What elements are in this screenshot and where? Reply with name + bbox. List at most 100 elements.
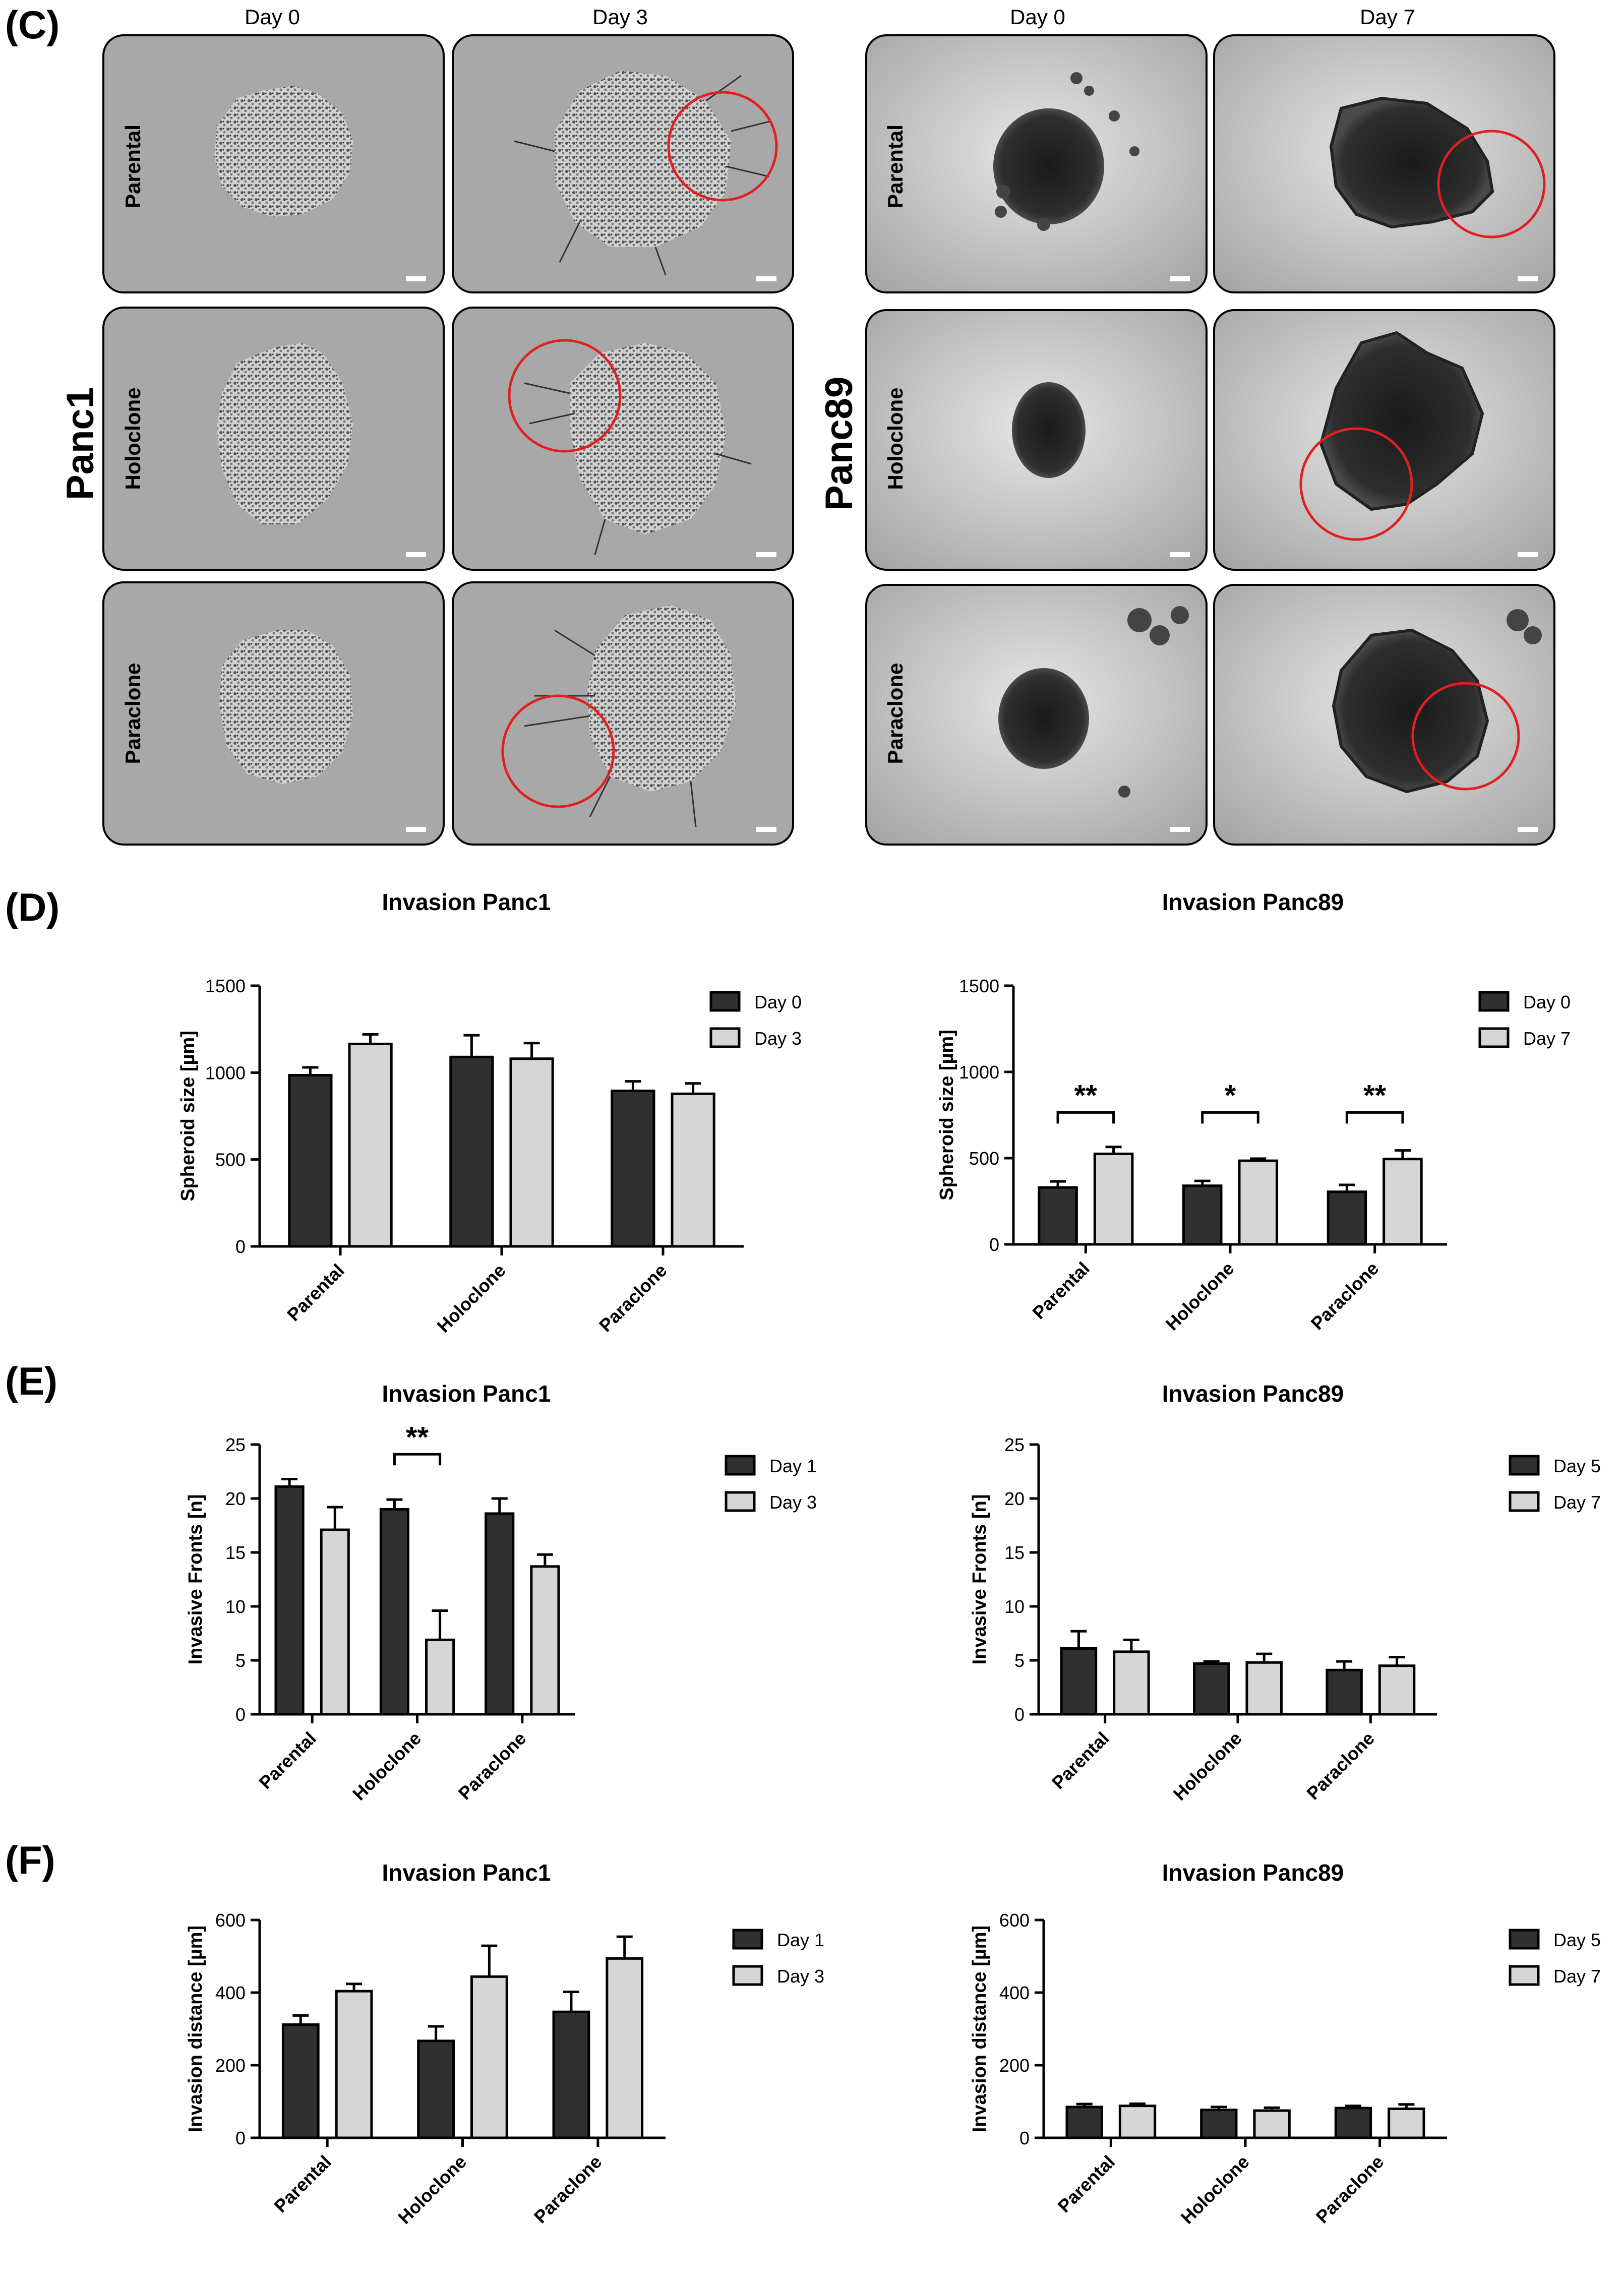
y-axis-label: Invasion distance [µm] xyxy=(969,1926,990,2132)
scale-bar xyxy=(1518,276,1538,281)
image-panc1-parental-day3 xyxy=(452,34,794,293)
y-tick-label: 0 xyxy=(235,1704,246,1725)
y-tick-label: 25 xyxy=(1004,1434,1025,1455)
image-panc89-paraclone-day0 xyxy=(865,584,1208,846)
legend-swatch xyxy=(1478,991,1510,1012)
cell-line-label-panc89: Panc89 xyxy=(818,377,861,511)
bar-day-0-parental xyxy=(1038,1186,1078,1246)
scale-bar xyxy=(756,827,776,832)
bar-day-1-paraclone xyxy=(552,2010,590,2139)
bar-day-5-parental xyxy=(1065,2106,1103,2139)
y-tick-label: 600 xyxy=(999,1910,1030,1931)
row-label-panc1-holoclone: Holoclone xyxy=(121,387,145,490)
panel-label-e: (E) xyxy=(5,1359,57,1403)
chart-title: Invasion Panc89 xyxy=(1162,1381,1344,1407)
y-tick-label: 0 xyxy=(1014,1704,1025,1725)
bar-day-0-holoclone xyxy=(1182,1184,1223,1246)
chart-d-panc1: Invasion Panc1 0 500 1000 1500 Spheroid size … xyxy=(177,889,802,1337)
scale-bar xyxy=(756,276,776,281)
x-tick-label: Paraclone xyxy=(1302,1728,1378,1804)
spheroid xyxy=(1319,331,1484,511)
panel-label-f: (F) xyxy=(5,1838,55,1882)
x-tick-label: Paraclone xyxy=(454,1728,530,1804)
bar-day-0-parental xyxy=(288,1074,333,1248)
bar-day-7-parental xyxy=(1118,2105,1157,2139)
y-tick-label: 10 xyxy=(225,1596,246,1617)
x-tick-label: Parental xyxy=(1048,1728,1113,1793)
scale-bar xyxy=(406,552,426,557)
bar-day-7-parental xyxy=(1093,1152,1134,1246)
legend-swatch xyxy=(709,1027,741,1048)
chart-title: Invasion Panc1 xyxy=(382,1381,551,1407)
bar-day-7-paraclone xyxy=(1388,2107,1425,2139)
y-tick-label: 600 xyxy=(215,1910,246,1931)
image-panc1-holoclone-day0 xyxy=(102,307,445,571)
bar-day-7-parental xyxy=(1113,1650,1150,1716)
significance-bracket xyxy=(1345,1111,1404,1124)
row-label-panc89-holoclone: Holoclone xyxy=(883,387,907,490)
scale-bar xyxy=(1170,827,1190,832)
y-tick-label: 20 xyxy=(225,1488,246,1509)
significance-label: ** xyxy=(1363,1079,1387,1112)
y-tick-label: 200 xyxy=(215,2055,246,2076)
legend-label: Day 0 xyxy=(754,992,802,1012)
legend-swatch xyxy=(725,1455,756,1476)
x-tick-label: Paraclone xyxy=(1307,1258,1383,1334)
legend-label: Day 1 xyxy=(769,1456,817,1476)
y-tick-label: 400 xyxy=(999,1983,1030,2003)
bar-day-7-paraclone xyxy=(1378,1664,1416,1716)
chart-title: Invasion Panc1 xyxy=(382,889,551,915)
legend-swatch xyxy=(732,1929,763,1950)
bar-day-3-paraclone xyxy=(671,1092,715,1248)
scale-bar xyxy=(406,276,426,281)
x-tick-label: Holoclone xyxy=(1177,2151,1253,2228)
y-tick-label: 0 xyxy=(235,1236,246,1257)
col-header-panc1-day3: Day 3 xyxy=(592,5,648,29)
y-tick-label: 0 xyxy=(235,2128,246,2148)
y-axis-label: Spheroid size [µm] xyxy=(936,1030,957,1201)
x-tick-label: Holoclone xyxy=(348,1728,425,1805)
y-tick-label: 0 xyxy=(1019,2128,1030,2148)
bar-day-1-parental xyxy=(281,2023,320,2139)
col-header-panc89-day0: Day 0 xyxy=(1010,5,1065,29)
x-tick-label: Holoclone xyxy=(1169,1728,1246,1805)
y-tick-label: 200 xyxy=(999,2055,1030,2076)
chart-e-panc89: Invasion Panc89 0 5 10 15 20 25 Invasive Fronts… xyxy=(969,1381,1601,1805)
significance-label: ** xyxy=(406,1421,429,1454)
y-tick-label: 20 xyxy=(1004,1488,1025,1509)
y-tick-label: 15 xyxy=(225,1542,246,1563)
invasion-highlight-circle xyxy=(501,694,615,808)
x-tick-label: Holoclone xyxy=(394,2151,470,2228)
legend-label: Day 7 xyxy=(1523,1028,1571,1049)
legend-swatch xyxy=(732,1965,763,1986)
y-tick-label: 1500 xyxy=(205,976,246,996)
image-panc89-holoclone-day0 xyxy=(865,309,1208,571)
chart-e-panc1: Invasion Panc1 0 5 10 15 20 25 Invasive Fronts … xyxy=(185,1381,817,1805)
bar-day-1-paraclone xyxy=(485,1512,515,1716)
bar-day-5-holoclone xyxy=(1200,2109,1238,2139)
bar-day-7-holoclone xyxy=(1245,1661,1283,1716)
x-tick-label: Holoclone xyxy=(1162,1258,1238,1335)
scale-bar xyxy=(1518,552,1538,557)
spheroid xyxy=(1332,628,1489,794)
bar-day-1-parental xyxy=(274,1485,305,1716)
bar-day-3-parental xyxy=(348,1042,393,1248)
bar-day-1-holoclone xyxy=(379,1508,409,1716)
row-label-panc89-paraclone: Paraclone xyxy=(883,663,907,764)
bar-day-3-paraclone xyxy=(606,1957,644,2139)
scale-bar xyxy=(1170,276,1190,281)
chart-d-panc89: Invasion Panc89 0 500 1000 1500 Spheroid size… xyxy=(936,889,1571,1335)
invasion-highlight-circle xyxy=(508,339,622,453)
legend-label: Day 7 xyxy=(1553,1966,1601,1987)
y-tick-label: 1000 xyxy=(205,1062,246,1083)
x-tick-label: Holoclone xyxy=(433,1260,510,1337)
x-tick-label: Parental xyxy=(270,2151,335,2216)
bar-day-7-holoclone xyxy=(1238,1159,1279,1246)
spheroid xyxy=(555,71,731,247)
legend-swatch xyxy=(1509,1965,1540,1986)
x-tick-label: Parental xyxy=(1029,1258,1094,1323)
invasion-highlight-circle xyxy=(667,91,778,202)
bar-day-5-paraclone xyxy=(1326,1668,1363,1716)
scale-bar xyxy=(1518,827,1538,832)
chart-title: Invasion Panc89 xyxy=(1162,889,1344,915)
